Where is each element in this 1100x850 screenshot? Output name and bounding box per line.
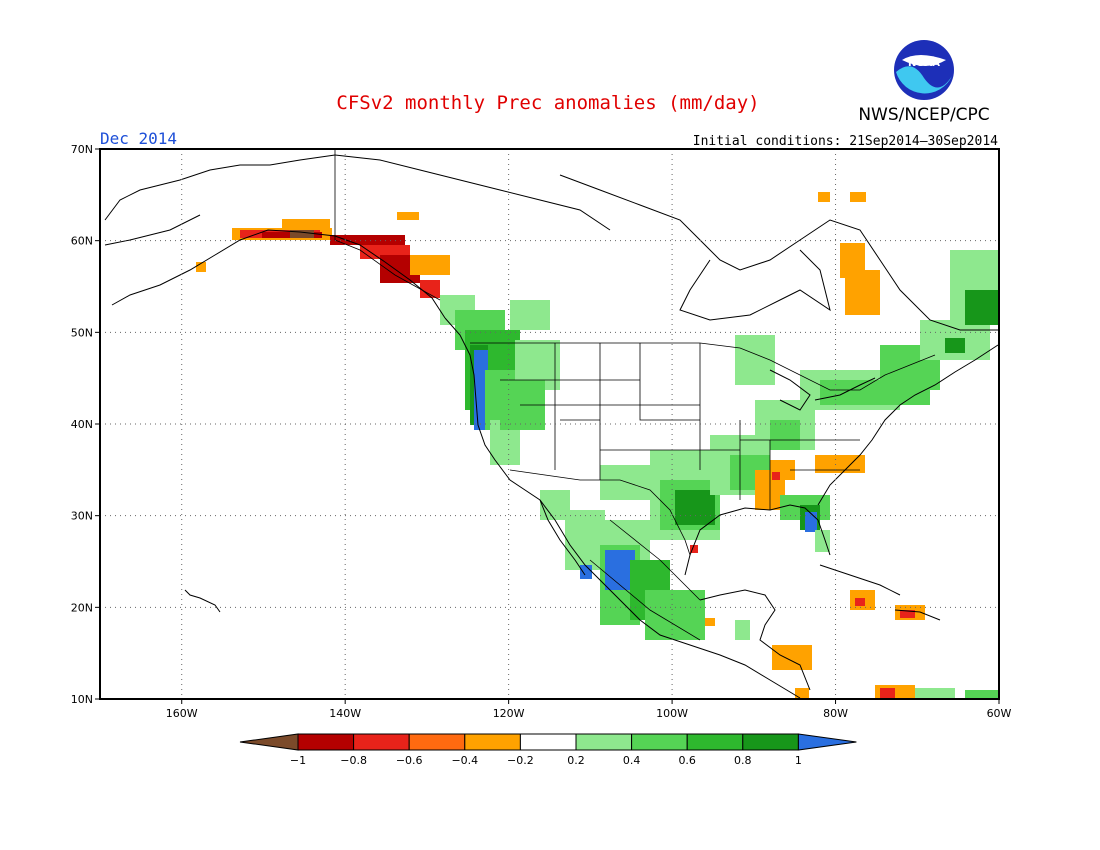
colorbar-label: −1: [290, 754, 306, 767]
colorbar-label: 0.4: [623, 754, 641, 767]
lon-tick-label: 140W: [329, 707, 361, 720]
lat-tick-label: 30N: [71, 510, 93, 523]
lon-tick-label: 100W: [656, 707, 688, 720]
colorbar-label: 1: [795, 754, 802, 767]
lat-tick-label: 50N: [71, 326, 93, 339]
lon-tick-label: 120W: [493, 707, 525, 720]
colorbar-swatch: [297, 733, 355, 751]
colorbar-swatch: [464, 733, 521, 751]
lat-tick-label: 10N: [71, 693, 93, 706]
map-title: CFSv2 monthly Prec anomalies (mm/day): [336, 92, 759, 114]
colorbar-triangle-high: [797, 733, 857, 751]
month-label: Dec 2014: [100, 129, 177, 148]
colorbar-label: −0.8: [340, 754, 367, 767]
noaa-logo: NOAA: [894, 40, 954, 100]
colorbar-swatch: [353, 733, 410, 751]
lat-tick-label: 20N: [71, 601, 93, 614]
lon-tick-label: 80W: [823, 707, 848, 720]
colorbar-label: −0.4: [451, 754, 478, 767]
graticule: [100, 149, 999, 699]
colorbar-label: 0.2: [567, 754, 585, 767]
initial-conditions: Initial conditions: 21Sep2014—30Sep2014: [693, 134, 998, 149]
colorbar-swatch: [686, 733, 744, 751]
color-legend: −1 −0.8 −0.6 −0.4 −0.2 0.2 0.4 0.6 0.8 1: [239, 733, 857, 767]
colorbar-label: −0.6: [396, 754, 423, 767]
noaa-logo-text: NOAA: [908, 58, 940, 69]
colorbar-swatch: [519, 733, 577, 751]
colorbar-label: −0.2: [507, 754, 534, 767]
lat-tick-label: 70N: [71, 143, 93, 156]
colorbar-label: 0.6: [678, 754, 696, 767]
lat-tick-label: 60N: [71, 235, 93, 248]
axis-ticks: 160W 140W 120W 100W 80W 60W 10N 20N 30N 40N 50N 60N…: [71, 143, 1012, 720]
lon-tick-label: 60W: [987, 707, 1012, 720]
colorbar-swatch: [631, 733, 688, 751]
coastlines: [104, 154, 999, 699]
map-frame: [100, 149, 999, 699]
colorbar-swatch: [742, 733, 799, 751]
organization-label: NWS/NCEP/CPC: [858, 105, 989, 125]
lat-tick-label: 40N: [71, 418, 93, 431]
political-borders: [334, 150, 936, 641]
colorbar-swatch: [408, 733, 466, 751]
colorbar-swatch: [575, 733, 633, 751]
colorbar-triangle-low: [239, 733, 299, 751]
lon-tick-label: 160W: [166, 707, 198, 720]
colorbar-label: 0.8: [734, 754, 752, 767]
